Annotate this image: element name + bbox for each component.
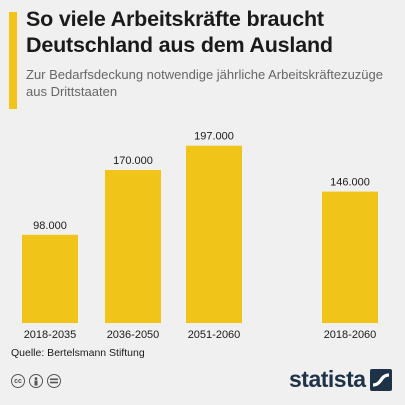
source-note: Quelle: Bertelsmann Stiftung <box>11 347 145 359</box>
cc-icon[interactable]: cc <box>11 374 25 388</box>
chart-subtitle: Zur Bedarfsdeckung notwendige jährliche … <box>26 67 383 99</box>
bar-2018-2060 <box>322 191 378 323</box>
statista-logo-icon <box>369 368 392 391</box>
value-label: 146.000 <box>330 177 370 189</box>
bar-2036-2050 <box>105 170 161 323</box>
license-icons: cc <box>11 374 61 388</box>
category-label: 2051-2060 <box>188 329 241 341</box>
value-label: 197.000 <box>194 131 234 143</box>
nd-icon[interactable] <box>47 374 61 388</box>
chart-title: So viele Arbeitskräfte braucht Deutschla… <box>26 7 333 57</box>
value-label: 98.000 <box>33 220 67 232</box>
value-label: 170.000 <box>113 155 153 167</box>
title-accent-bar <box>9 12 17 109</box>
bar-2051-2060 <box>186 145 242 323</box>
category-label: 2018-2035 <box>24 329 77 341</box>
bar-chart: 98.000 2018-2035 170.000 2036-2050 197.000 20… <box>22 131 378 341</box>
bar-2018-2035 <box>22 234 78 323</box>
statista-logo[interactable]: statista <box>289 366 392 393</box>
brand-name: statista <box>289 366 366 392</box>
category-label: 2018-2060 <box>324 329 377 341</box>
category-label: 2036-2050 <box>107 329 160 341</box>
by-icon[interactable] <box>29 374 43 388</box>
